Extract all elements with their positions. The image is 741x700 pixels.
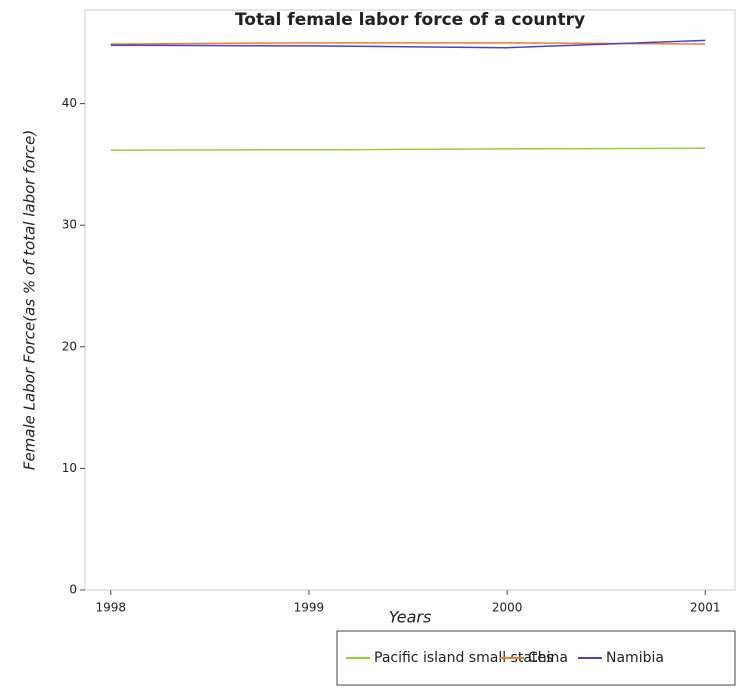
- legend: [336, 630, 736, 686]
- x-tick-label: 2000: [492, 601, 523, 615]
- x-tick-label: 1998: [95, 601, 126, 615]
- legend-label: Pacific island small states: [374, 650, 553, 666]
- y-tick-label: 40: [62, 96, 77, 110]
- legend-label: Namibia: [606, 650, 664, 666]
- y-tick-label: 0: [69, 583, 77, 597]
- legend-label: China: [528, 650, 568, 666]
- x-tick-label: 2001: [690, 601, 721, 615]
- series-line: [110, 39, 706, 49]
- chart-title: Total female labor force of a country: [235, 10, 585, 30]
- y-axis-label: Female Labor Force(as % of total labor f…: [21, 130, 39, 470]
- x-axis-label: Years: [389, 608, 432, 627]
- y-tick-label: 20: [62, 339, 77, 353]
- y-tick-label: 10: [62, 461, 77, 475]
- y-tick-label: 30: [62, 218, 77, 232]
- x-tick-label: 1999: [294, 601, 325, 615]
- series-line: [110, 147, 706, 151]
- plot-frame: [84, 9, 736, 591]
